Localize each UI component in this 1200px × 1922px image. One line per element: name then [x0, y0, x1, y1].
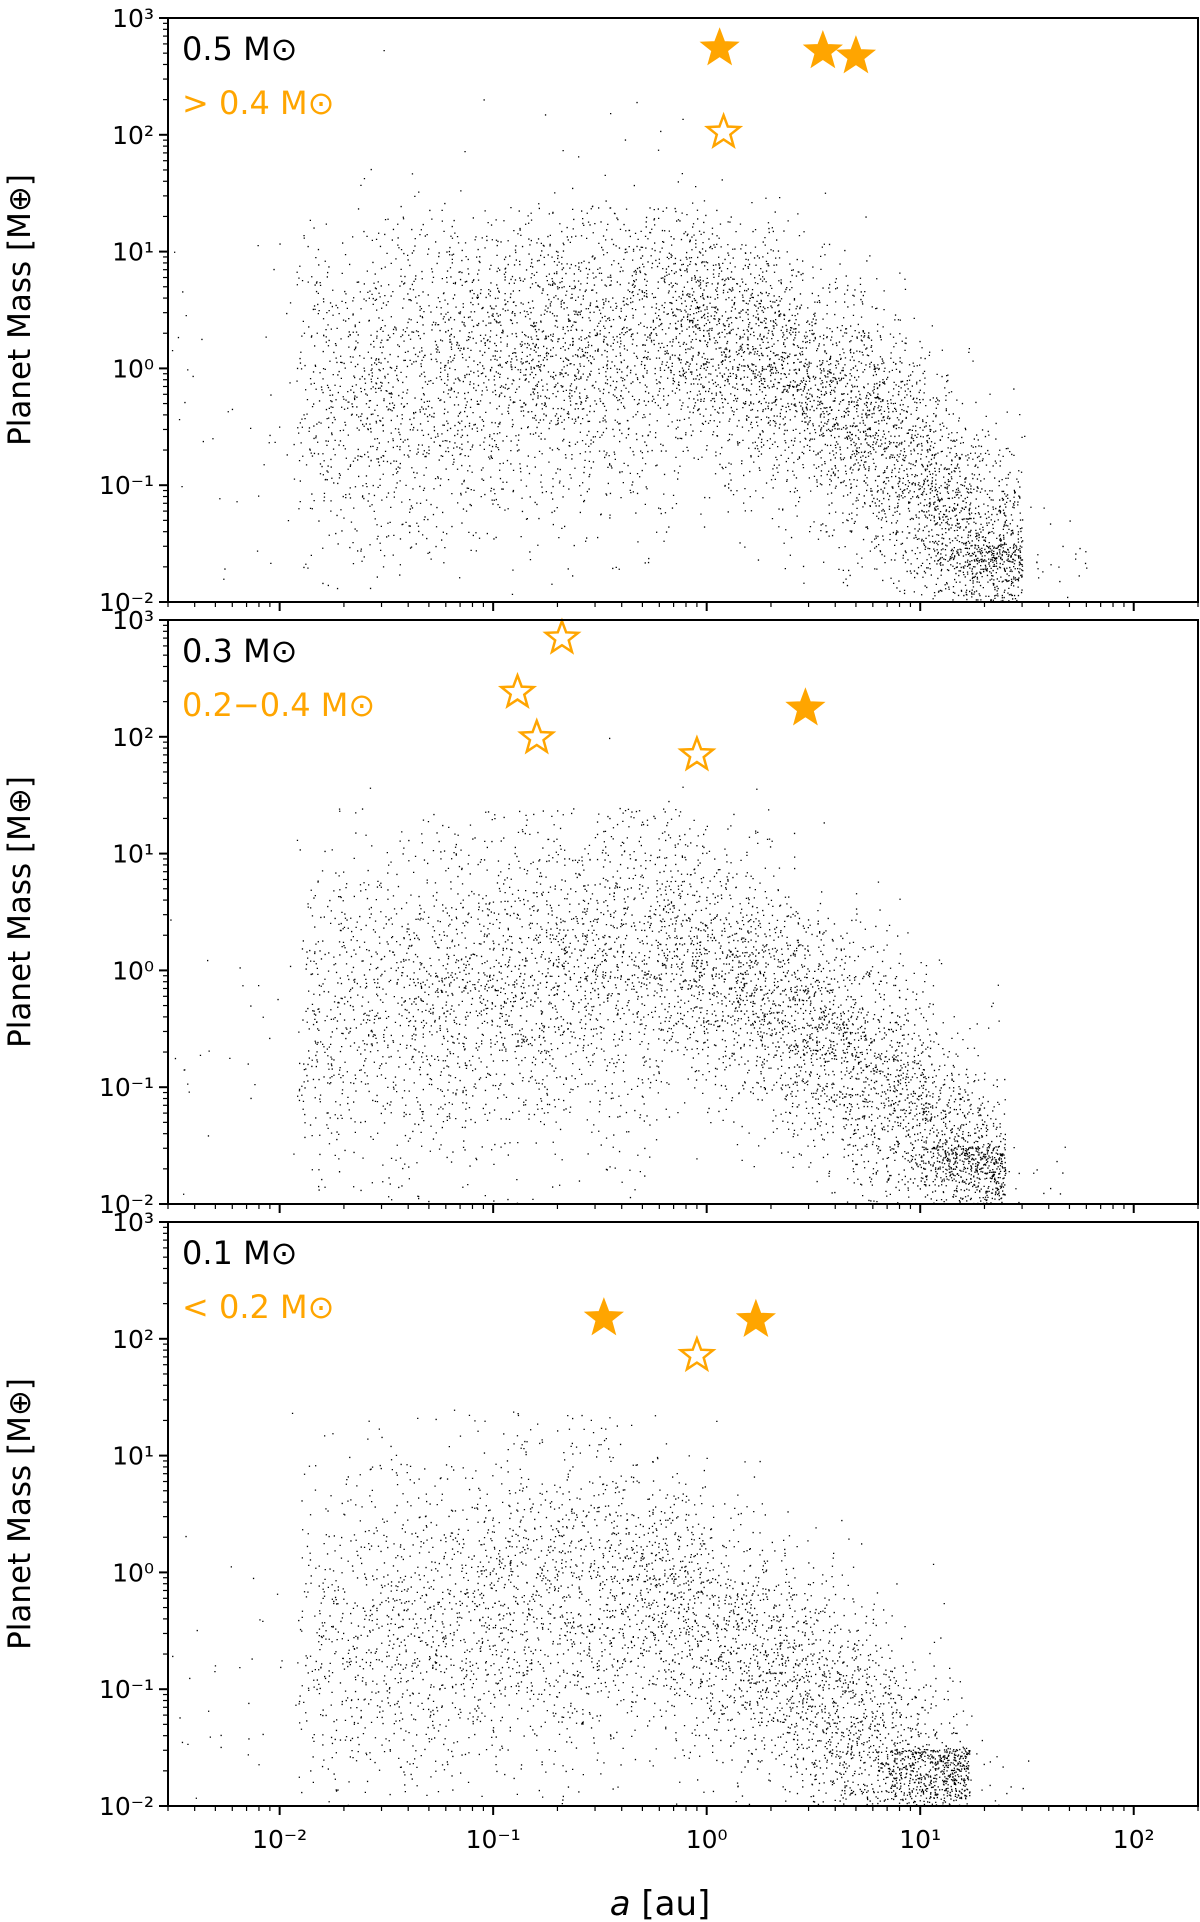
y-axis-label: Planet Mass [M⊕]: [2, 174, 38, 446]
observed-planet-open-1: [677, 1334, 717, 1373]
x-axis-label: a [au]: [610, 1884, 711, 1922]
y-tick-label: 10²: [112, 121, 154, 150]
observed-planet-open-4: [677, 734, 717, 772]
observed-planet-filled-2: [802, 30, 843, 69]
y-axis: 10⁻² 10⁻¹ 10⁰ 10¹ 10² 10³: [99, 1208, 168, 1821]
y-tick-label: 10²: [112, 723, 154, 752]
observed-planet-open-2: [497, 671, 538, 710]
plot-frame: [167, 619, 1199, 1205]
observed-planet-filled-3: [835, 35, 877, 74]
x-axis: [167, 602, 1199, 611]
y-tick-label: 10⁻¹: [99, 1073, 154, 1102]
y-axis: 10⁻² 10⁻¹ 10⁰ 10¹ 10² 10³: [99, 606, 168, 1219]
y-tick-label: 10⁻²: [99, 1792, 154, 1821]
stellar-mass-label: 0.3 M⊙: [182, 632, 297, 670]
plot-frame: [167, 17, 1199, 603]
y-tick-label: 10³: [112, 606, 154, 635]
panel-2: 10⁻² 10⁻¹ 10⁰ 10¹ 10² 10³ Planet Mass [M⊕] 0.3 …: [2, 606, 1199, 1219]
y-tick-label: 10¹: [112, 840, 154, 869]
observed-planet-filled-1: [583, 1297, 624, 1336]
y-axis-label: Planet Mass [M⊕]: [2, 1378, 38, 1650]
y-tick-label: 10⁰: [112, 354, 154, 383]
observed-planet-filled-1: [699, 27, 740, 66]
y-tick-label: 10⁰: [112, 1558, 154, 1587]
y-tick-label: 10²: [112, 1325, 154, 1354]
y-tick-label: 10⁻¹: [99, 471, 154, 500]
y-tick-label: 10¹: [112, 238, 154, 267]
x-axis: 10⁻² 10⁻¹ 10⁰ 10¹ 10²: [167, 1806, 1199, 1854]
svg-text:a [au]: a [au]: [610, 1884, 711, 1922]
y-tick-label: 10³: [112, 4, 154, 33]
observed-planet-filled-1: [785, 687, 826, 726]
y-tick-label: 10³: [112, 1208, 154, 1237]
x-tick-label: 10⁻²: [252, 1825, 307, 1854]
x-tick-label: 10⁰: [686, 1825, 728, 1854]
y-tick-label: 10⁻²: [99, 588, 154, 617]
simulated-planets: [170, 737, 1066, 1204]
sim-point-cloud: [172, 1409, 1030, 1806]
observed-planet-open-1: [542, 617, 582, 655]
observed-planet-filled-2: [735, 1298, 776, 1338]
x-tick-label: 10¹: [899, 1825, 941, 1854]
y-axis-label: Planet Mass [M⊕]: [2, 776, 38, 1048]
panel-3: 10⁻² 10⁻¹ 10⁰ 10¹ 10² 10³ Planet Mass [M⊕] 10⁻²…: [2, 1208, 1199, 1854]
y-tick-label: 10⁻²: [99, 1190, 154, 1219]
observed-range-label: > 0.4 M⊙: [182, 84, 334, 122]
observed-planet-open-1: [704, 111, 744, 149]
x-axis: [167, 1204, 1199, 1213]
x-tick-label: 10⁻¹: [466, 1825, 521, 1854]
observed-range-label: < 0.2 M⊙: [182, 1288, 334, 1326]
y-tick-label: 10¹: [112, 1442, 154, 1471]
simulated-planets: [172, 1409, 1030, 1806]
plot-frame: [167, 1221, 1199, 1807]
y-tick-label: 10⁰: [112, 956, 154, 985]
simulated-planets: [171, 50, 1088, 602]
observed-planet-open-3: [517, 717, 557, 755]
sim-point-cloud: [171, 50, 1088, 602]
x-tick-label: 10²: [1113, 1825, 1155, 1854]
stellar-mass-label: 0.5 M⊙: [182, 30, 297, 68]
panel-1: 10⁻² 10⁻¹ 10⁰ 10¹ 10² 10³ Planet Mass [M⊕] 0.5 …: [2, 4, 1199, 617]
y-tick-label: 10⁻¹: [99, 1675, 154, 1704]
observed-range-label: 0.2−0.4 M⊙: [182, 686, 375, 724]
stellar-mass-label: 0.1 M⊙: [182, 1234, 297, 1272]
sim-point-cloud: [170, 737, 1066, 1204]
y-axis: 10⁻² 10⁻¹ 10⁰ 10¹ 10² 10³: [99, 4, 168, 617]
